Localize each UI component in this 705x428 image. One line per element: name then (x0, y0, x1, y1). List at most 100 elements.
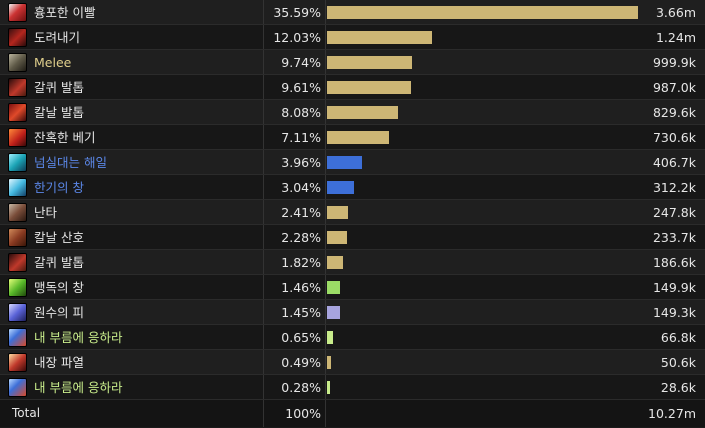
damage-bar-track (327, 56, 638, 69)
blade-coral-icon (8, 228, 27, 247)
ability-percent: 0.49% (281, 355, 321, 370)
ability-row[interactable]: 내장 파열 0.49% 50.6k (0, 350, 705, 375)
column-divider (325, 325, 326, 349)
column-divider (325, 75, 326, 99)
nemesis-blood-icon (8, 303, 27, 322)
melee-icon (8, 53, 27, 72)
damage-bar-track (327, 81, 638, 94)
column-divider (325, 0, 326, 24)
damage-bar-track (327, 106, 638, 119)
ability-row[interactable]: 잔혹한 베기 7.11% 730.6k (0, 125, 705, 150)
ability-name: 넘실대는 해일 (34, 155, 107, 170)
ability-amount: 829.6k (652, 105, 696, 120)
ability-row[interactable]: 칼날 산호 2.28% 233.7k (0, 225, 705, 250)
damage-bar (327, 81, 411, 94)
thrash-icon (8, 203, 27, 222)
damage-bar-track (327, 356, 638, 369)
ability-row[interactable]: 내 부름에 응하라 0.28% 28.6k (0, 375, 705, 400)
column-divider (263, 225, 264, 249)
ability-amount: 186.6k (652, 255, 696, 270)
ability-name: Melee (34, 55, 72, 70)
blade-claw-icon (8, 103, 27, 122)
ability-row[interactable]: Melee 9.74% 999.9k (0, 50, 705, 75)
damage-bar (327, 56, 412, 69)
ability-percent: 9.61% (281, 80, 321, 95)
damage-bar-track (327, 206, 638, 219)
ability-amount: 1.24m (655, 30, 696, 45)
ability-row[interactable]: 내 부름에 응하라 0.65% 66.8k (0, 325, 705, 350)
ability-name: 내장 파열 (34, 355, 84, 370)
damage-bar (327, 206, 348, 219)
damage-bar-track (327, 231, 638, 244)
column-divider (325, 100, 326, 124)
ability-row[interactable]: 흉포한 이빨 35.59% 3.66m (0, 0, 705, 25)
ability-amount: 312.2k (652, 180, 696, 195)
column-divider (263, 275, 264, 299)
venom-spear-icon (8, 278, 27, 297)
ability-amount: 50.6k (660, 355, 696, 370)
damage-bar (327, 356, 331, 369)
column-divider (263, 175, 264, 199)
damage-bar (327, 381, 330, 394)
ability-name: 맹독의 창 (34, 280, 84, 295)
column-divider (325, 150, 326, 174)
ability-row[interactable]: 맹독의 창 1.46% 149.9k (0, 275, 705, 300)
ability-amount: 730.6k (652, 130, 696, 145)
column-divider (325, 175, 326, 199)
ability-row[interactable]: 넘실대는 해일 3.96% 406.7k (0, 150, 705, 175)
ability-percent: 0.65% (281, 330, 321, 345)
damage-bar-track (327, 331, 638, 344)
ability-percent: 1.82% (281, 255, 321, 270)
ability-amount: 3.66m (655, 5, 696, 20)
ability-percent: 2.41% (281, 205, 321, 220)
ability-row[interactable]: 난타 2.41% 247.8k (0, 200, 705, 225)
ability-amount: 66.8k (660, 330, 696, 345)
damage-bar-track (327, 306, 638, 319)
ability-name: 흉포한 이빨 (34, 5, 96, 20)
ability-name: 난타 (34, 205, 58, 220)
ability-row[interactable]: 갈퀴 발톱 9.61% 987.0k (0, 75, 705, 100)
damage-bar-track (327, 156, 638, 169)
ability-percent: 3.96% (281, 155, 321, 170)
ability-name: 한기의 창 (34, 180, 84, 195)
column-divider (325, 400, 326, 427)
damage-bar (327, 306, 340, 319)
ability-amount: 999.9k (652, 55, 696, 70)
column-divider (263, 250, 264, 274)
damage-bar (327, 331, 333, 344)
ability-row[interactable]: 갈퀴 발톱 1.82% 186.6k (0, 250, 705, 275)
ability-amount: 233.7k (652, 230, 696, 245)
ability-row[interactable]: 도려내기 12.03% 1.24m (0, 25, 705, 50)
column-divider (263, 100, 264, 124)
surging-tide-icon (8, 153, 27, 172)
ability-row[interactable]: 원수의 피 1.45% 149.3k (0, 300, 705, 325)
column-divider (263, 25, 264, 49)
heed-my-call-icon (8, 328, 27, 347)
damage-bar (327, 181, 354, 194)
column-divider (263, 50, 264, 74)
ability-amount: 149.3k (652, 305, 696, 320)
damage-bar-track (327, 31, 638, 44)
column-divider (263, 300, 264, 324)
column-divider (325, 275, 326, 299)
ability-amount: 28.6k (660, 380, 696, 395)
ability-percent: 7.11% (281, 130, 321, 145)
column-divider (325, 375, 326, 399)
ability-percent: 0.28% (281, 380, 321, 395)
ability-percent: 35.59% (273, 5, 321, 20)
ability-row[interactable]: 칼날 발톱 8.08% 829.6k (0, 100, 705, 125)
column-divider (325, 50, 326, 74)
column-divider (263, 75, 264, 99)
fang-icon (8, 3, 27, 22)
ability-amount: 406.7k (652, 155, 696, 170)
total-amount: 10.27m (648, 406, 696, 421)
damage-bar-track (327, 6, 638, 19)
brutal-slash-icon (8, 128, 27, 147)
damage-bar-track (327, 281, 638, 294)
damage-bar (327, 106, 398, 119)
ability-row[interactable]: 한기의 창 3.04% 312.2k (0, 175, 705, 200)
damage-bar (327, 31, 432, 44)
damage-bar-track (327, 181, 638, 194)
ability-percent: 2.28% (281, 230, 321, 245)
ability-name: 칼날 발톱 (34, 105, 84, 120)
